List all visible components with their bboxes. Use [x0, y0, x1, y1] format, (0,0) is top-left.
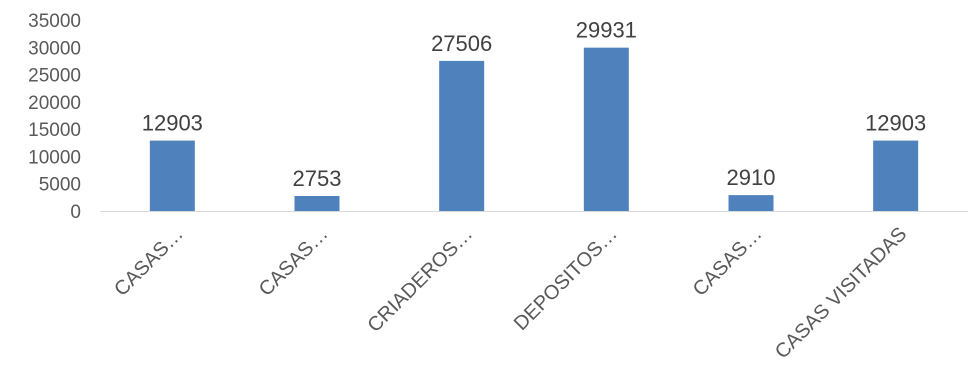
- data-labels-group: 12903 2753 27506 29931 2910 12903: [142, 18, 927, 191]
- bar-value-label: 29931: [576, 18, 637, 43]
- y-tick-label: 15000: [28, 120, 81, 141]
- bar-value-label: 2753: [293, 166, 342, 191]
- bar-value-label: 27506: [431, 31, 492, 56]
- y-tick-label: 35000: [28, 11, 81, 32]
- category-labels-group: CASAS… CASAS… CRIADEROS… DEPOSITOS… CASAS… CA…: [110, 223, 911, 363]
- y-tick-label: 0: [70, 202, 81, 223]
- y-tick-label: 30000: [28, 38, 81, 59]
- y-tick-label: 10000: [28, 147, 81, 168]
- bars-group: [149, 47, 919, 211]
- bar: [439, 60, 485, 211]
- x-category-label: DEPOSITOS…: [510, 223, 622, 335]
- bar: [873, 140, 919, 211]
- bar-value-label: 12903: [142, 111, 203, 136]
- x-category-label: CASAS…: [110, 223, 188, 301]
- bar: [728, 195, 774, 211]
- bar: [149, 140, 195, 211]
- bar-value-label: 2910: [727, 165, 776, 190]
- y-tick-label: 20000: [28, 93, 81, 114]
- y-tick-label: 25000: [28, 66, 81, 87]
- x-category-label: CASAS…: [689, 223, 767, 301]
- y-tick-label: 5000: [39, 175, 81, 196]
- x-category-label: CASAS VISITADAS: [771, 223, 911, 363]
- bar: [583, 47, 629, 211]
- bar: [294, 195, 340, 211]
- y-axis-ticks: 0 5000 10000 15000 20000 25000 30000 35000: [28, 11, 81, 223]
- x-category-label: CASAS…: [255, 223, 333, 301]
- bar-value-label: 12903: [865, 111, 926, 136]
- x-category-label: CRIADEROS…: [363, 223, 477, 337]
